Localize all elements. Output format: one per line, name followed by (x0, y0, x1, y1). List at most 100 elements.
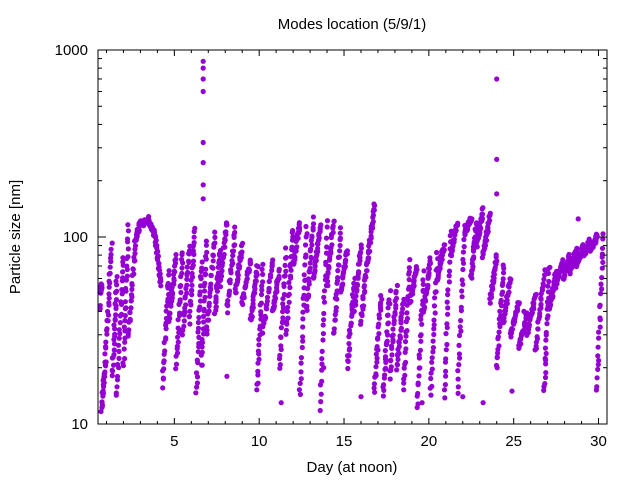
data-point (158, 283, 164, 289)
data-point (506, 289, 512, 295)
data-point (543, 350, 549, 357)
data-point (310, 214, 316, 220)
data-point (373, 351, 379, 357)
data-point (416, 373, 422, 379)
data-point (309, 233, 315, 239)
data-point (382, 354, 389, 360)
data-point (113, 297, 119, 303)
data-point (259, 266, 265, 272)
data-point (124, 263, 130, 269)
data-point (444, 299, 450, 305)
data-point (387, 376, 393, 382)
data-point (444, 321, 450, 327)
data-point (360, 295, 366, 301)
data-point (555, 274, 562, 280)
data-point (526, 322, 533, 328)
data-point (197, 274, 203, 280)
data-point (199, 362, 205, 368)
data-point (595, 353, 601, 359)
data-point (206, 308, 212, 314)
data-point (283, 327, 289, 333)
data-point (337, 242, 343, 249)
data-point (298, 369, 304, 375)
data-point (421, 303, 427, 310)
data-point (187, 321, 193, 327)
data-point (487, 210, 493, 216)
data-point (474, 244, 480, 250)
data-point (107, 264, 113, 270)
data-point (323, 259, 329, 265)
data-point (313, 254, 319, 260)
data-point (388, 364, 394, 370)
data-point (167, 310, 173, 316)
data-point (456, 342, 462, 348)
data-point (99, 285, 105, 291)
plot-frame (97, 49, 608, 425)
data-point (158, 278, 164, 284)
data-point (474, 220, 480, 226)
data-point (373, 364, 379, 370)
data-point (124, 236, 131, 242)
data-point (182, 309, 188, 315)
data-point (344, 248, 350, 254)
data-point (413, 264, 419, 270)
data-point (346, 353, 352, 359)
data-point (99, 399, 105, 405)
data-point (280, 319, 286, 325)
data-point (173, 366, 179, 372)
data-point (543, 361, 549, 367)
data-point (512, 316, 518, 322)
data-point (113, 390, 119, 396)
data-point (264, 298, 270, 304)
y-axis-ticks: 10 100 1000 (55, 42, 607, 433)
data-point (446, 273, 452, 279)
data-point (302, 242, 309, 248)
data-point (374, 359, 380, 365)
data-point (398, 325, 404, 331)
data-point (191, 240, 197, 246)
data-point (309, 242, 315, 248)
x-axis-ticks: 5 10 15 20 25 30 (105, 50, 607, 450)
data-point (173, 256, 179, 262)
data-point (600, 236, 606, 242)
data-point (116, 355, 122, 361)
data-point (216, 251, 222, 258)
data-point (374, 344, 380, 350)
data-point (315, 245, 321, 251)
y-tick-label: 10 (71, 416, 88, 433)
data-point (348, 320, 354, 326)
data-point (456, 332, 463, 339)
data-point (128, 305, 134, 311)
data-point (255, 348, 261, 354)
data-point (298, 355, 304, 361)
data-point (120, 275, 126, 281)
data-point (280, 309, 286, 315)
data-point (357, 249, 364, 255)
data-point (123, 285, 129, 292)
data-point (559, 261, 565, 267)
data-point (173, 252, 179, 258)
data-point (332, 317, 338, 323)
data-point (381, 382, 387, 388)
data-point (319, 378, 325, 384)
data-point (453, 228, 459, 234)
data-point (337, 235, 343, 241)
data-point (179, 270, 185, 276)
data-point (361, 283, 367, 289)
data-point (404, 328, 410, 334)
data-point (313, 258, 319, 264)
data-point (494, 258, 500, 264)
data-point (105, 308, 111, 315)
data-point (534, 334, 540, 340)
data-point (506, 281, 512, 287)
data-point (123, 305, 129, 311)
data-point (255, 368, 261, 374)
data-point (287, 284, 293, 291)
x-tick-label: 30 (590, 433, 607, 450)
data-point (531, 300, 537, 307)
data-point (372, 203, 378, 209)
data-point (161, 358, 167, 364)
data-point (446, 268, 453, 274)
data-point (415, 401, 421, 407)
data-point (560, 257, 566, 263)
